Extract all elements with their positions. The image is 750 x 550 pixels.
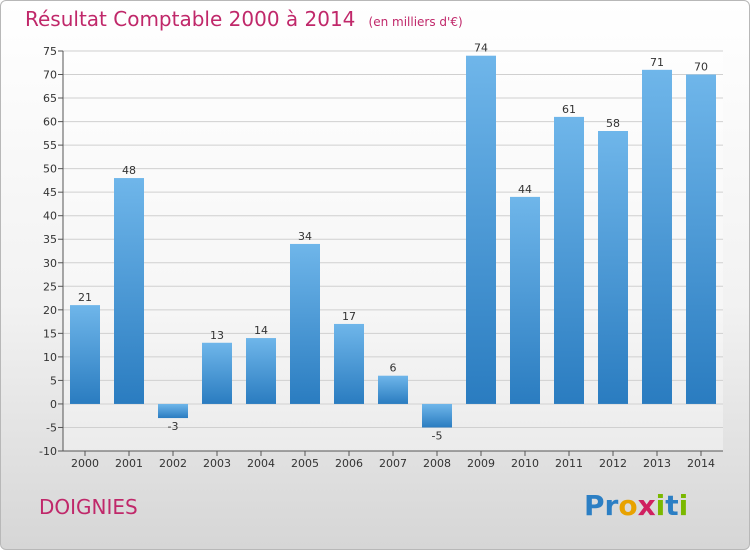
x-tick-label: 2012 bbox=[599, 457, 627, 470]
y-tick-label: -10 bbox=[39, 445, 57, 458]
bar-value-label: 44 bbox=[518, 183, 532, 196]
bar bbox=[466, 55, 496, 404]
bar bbox=[642, 69, 672, 404]
bar bbox=[554, 116, 584, 404]
logo-letter: o bbox=[618, 489, 638, 522]
x-tick-label: 2008 bbox=[423, 457, 451, 470]
logo-letter: P bbox=[584, 489, 605, 522]
x-tick-label: 2003 bbox=[203, 457, 231, 470]
logo-letter: r bbox=[604, 489, 619, 522]
y-tick-label: 25 bbox=[43, 280, 57, 293]
logo-letter: i bbox=[655, 489, 666, 522]
chart-title: Résultat Comptable 2000 à 2014 bbox=[25, 7, 356, 31]
bar bbox=[686, 74, 716, 404]
y-tick-label: 20 bbox=[43, 304, 57, 317]
x-tick-label: 2004 bbox=[247, 457, 275, 470]
bar-value-label: 61 bbox=[562, 103, 576, 116]
bar-value-label: 21 bbox=[78, 291, 92, 304]
bar-value-label: 17 bbox=[342, 310, 356, 323]
y-tick-label: -5 bbox=[46, 421, 57, 434]
x-tick-label: 2007 bbox=[379, 457, 407, 470]
x-tick-label: 2002 bbox=[159, 457, 187, 470]
bar bbox=[158, 403, 188, 419]
y-tick-label: 55 bbox=[43, 139, 57, 152]
x-tick-label: 2011 bbox=[555, 457, 583, 470]
bar bbox=[510, 196, 540, 404]
bar-value-label: 74 bbox=[474, 42, 488, 55]
bar bbox=[114, 178, 144, 404]
y-tick-label: 50 bbox=[43, 163, 57, 176]
bar bbox=[246, 338, 276, 404]
x-tick-label: 2010 bbox=[511, 457, 539, 470]
x-tick-label: 2009 bbox=[467, 457, 495, 470]
proxiti-logo[interactable]: Proxiti bbox=[584, 489, 688, 522]
logo-letter: t bbox=[665, 489, 679, 522]
y-tick-label: 10 bbox=[43, 351, 57, 364]
x-tick-label: 2001 bbox=[115, 457, 143, 470]
y-tick-label: 60 bbox=[43, 116, 57, 129]
bar bbox=[378, 375, 408, 404]
commune-name: DOIGNIES bbox=[39, 495, 138, 519]
bar-value-label: 48 bbox=[122, 164, 136, 177]
bar bbox=[70, 305, 100, 404]
x-tick-label: 2000 bbox=[71, 457, 99, 470]
bar bbox=[290, 243, 320, 404]
bar bbox=[334, 323, 364, 404]
y-tick-label: 15 bbox=[43, 327, 57, 340]
chart-subtitle: (en milliers d'€) bbox=[368, 15, 463, 29]
bar-value-label: 34 bbox=[298, 230, 312, 243]
y-tick-label: 45 bbox=[43, 186, 57, 199]
bar-value-label: 71 bbox=[650, 56, 664, 69]
x-tick-label: 2014 bbox=[687, 457, 715, 470]
bar-value-label: 70 bbox=[694, 61, 708, 74]
y-tick-label: 5 bbox=[50, 374, 57, 387]
title-block: Résultat Comptable 2000 à 2014 (en milli… bbox=[25, 7, 463, 31]
y-tick-label: 30 bbox=[43, 257, 57, 270]
y-tick-label: 65 bbox=[43, 92, 57, 105]
bar-value-label: 6 bbox=[390, 362, 397, 375]
x-tick-label: 2013 bbox=[643, 457, 671, 470]
bar-value-label: -5 bbox=[432, 429, 443, 442]
x-tick-label: 2005 bbox=[291, 457, 319, 470]
bar-value-label: -3 bbox=[168, 420, 179, 433]
y-tick-label: 40 bbox=[43, 210, 57, 223]
bar bbox=[422, 403, 452, 428]
y-tick-label: 0 bbox=[50, 398, 57, 411]
y-tick-label: 35 bbox=[43, 233, 57, 246]
logo-letter: i bbox=[678, 489, 689, 522]
bar-value-label: 13 bbox=[210, 329, 224, 342]
bar bbox=[202, 342, 232, 404]
y-tick-label: 70 bbox=[43, 69, 57, 82]
bar-value-label: 58 bbox=[606, 117, 620, 130]
bar bbox=[598, 131, 628, 404]
x-tick-label: 2006 bbox=[335, 457, 363, 470]
logo-letter: x bbox=[637, 489, 656, 522]
y-tick-label: 75 bbox=[43, 45, 57, 58]
bar-value-label: 14 bbox=[254, 324, 268, 337]
